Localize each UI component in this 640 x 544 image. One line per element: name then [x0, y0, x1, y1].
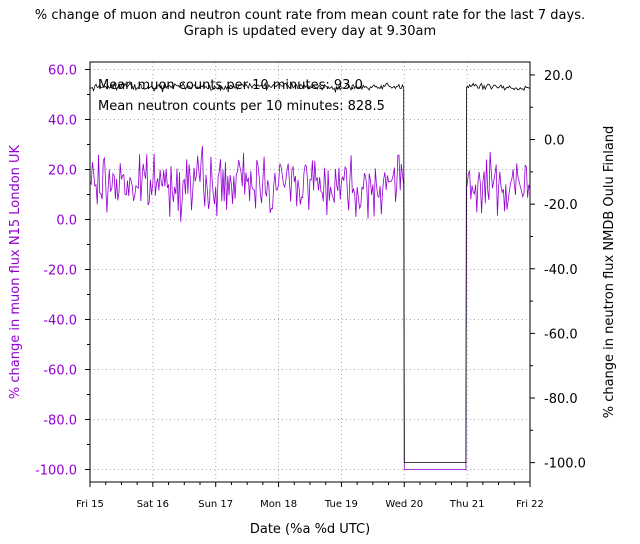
y-left-tick-label: -40.0 [43, 314, 77, 329]
y-right-tick-label: -80.0 [544, 392, 578, 407]
series-group [89, 81, 531, 470]
annotation-muon-mean: Mean muon counts per 10 minutes: 93.0 [98, 78, 363, 93]
y-left-tick-label: 0.0 [56, 214, 77, 229]
x-tick-label: Sun 17 [198, 499, 233, 510]
y-left-tick-label: -20.0 [43, 264, 77, 279]
muon-series-line [89, 145, 531, 470]
y-right-tick-label: -20.0 [544, 198, 578, 213]
y-right-tick-label: 20.0 [544, 69, 573, 84]
y-right-tick-label: -100.0 [544, 457, 586, 472]
y-left-tick-label: -60.0 [43, 364, 77, 379]
x-tick-label: Mon 18 [260, 499, 297, 510]
x-tick-label: Thu 21 [449, 499, 485, 510]
y-axis-right-label: % change in neutron flux NMDB Oulu Finla… [602, 126, 617, 419]
y-right-tick-label: -40.0 [544, 263, 578, 278]
chart-subtitle: Graph is updated every day at 9.30am [184, 24, 436, 39]
x-axis-label: Date (%a %d UTC) [250, 522, 370, 537]
y-left-tick-label: 20.0 [48, 164, 77, 179]
y-right-tick-label: 0.0 [544, 134, 565, 149]
annotation-neutron-mean: Mean neutron counts per 10 minutes: 828.… [98, 99, 385, 114]
x-tick-label: Sat 16 [137, 499, 169, 510]
x-tick-label: Wed 20 [385, 499, 423, 510]
y-left-tick-label: 40.0 [48, 114, 77, 129]
x-tick-label: Fri 22 [516, 499, 544, 510]
x-axis: Fri 15 Sat 16 Sun 17 Mon 18 Tue 19 Wed 20 Thu … [76, 482, 544, 510]
y-axis-right: 20.0 0.0 -20.0 -40.0 -60.0 -80.0 -100.0 [530, 69, 586, 472]
y-left-tick-label: -80.0 [43, 414, 77, 429]
y-axis-left: 60.0 40.0 20.0 0.0 -20.0 -40.0 -60.0 -80.0 -100.… [35, 64, 90, 479]
x-tick-label: Fri 15 [76, 499, 104, 510]
neutron-series-line [89, 81, 531, 463]
y-left-tick-label: 60.0 [48, 64, 77, 79]
y-axis-left-label: % change in muon flux N15 London UK [8, 144, 23, 399]
y-right-tick-label: -60.0 [544, 327, 578, 342]
grid [90, 62, 530, 482]
y-left-tick-label: -100.0 [35, 464, 77, 479]
chart-title: % change of muon and neutron count rate … [35, 8, 585, 23]
x-tick-label: Tue 19 [324, 499, 358, 510]
